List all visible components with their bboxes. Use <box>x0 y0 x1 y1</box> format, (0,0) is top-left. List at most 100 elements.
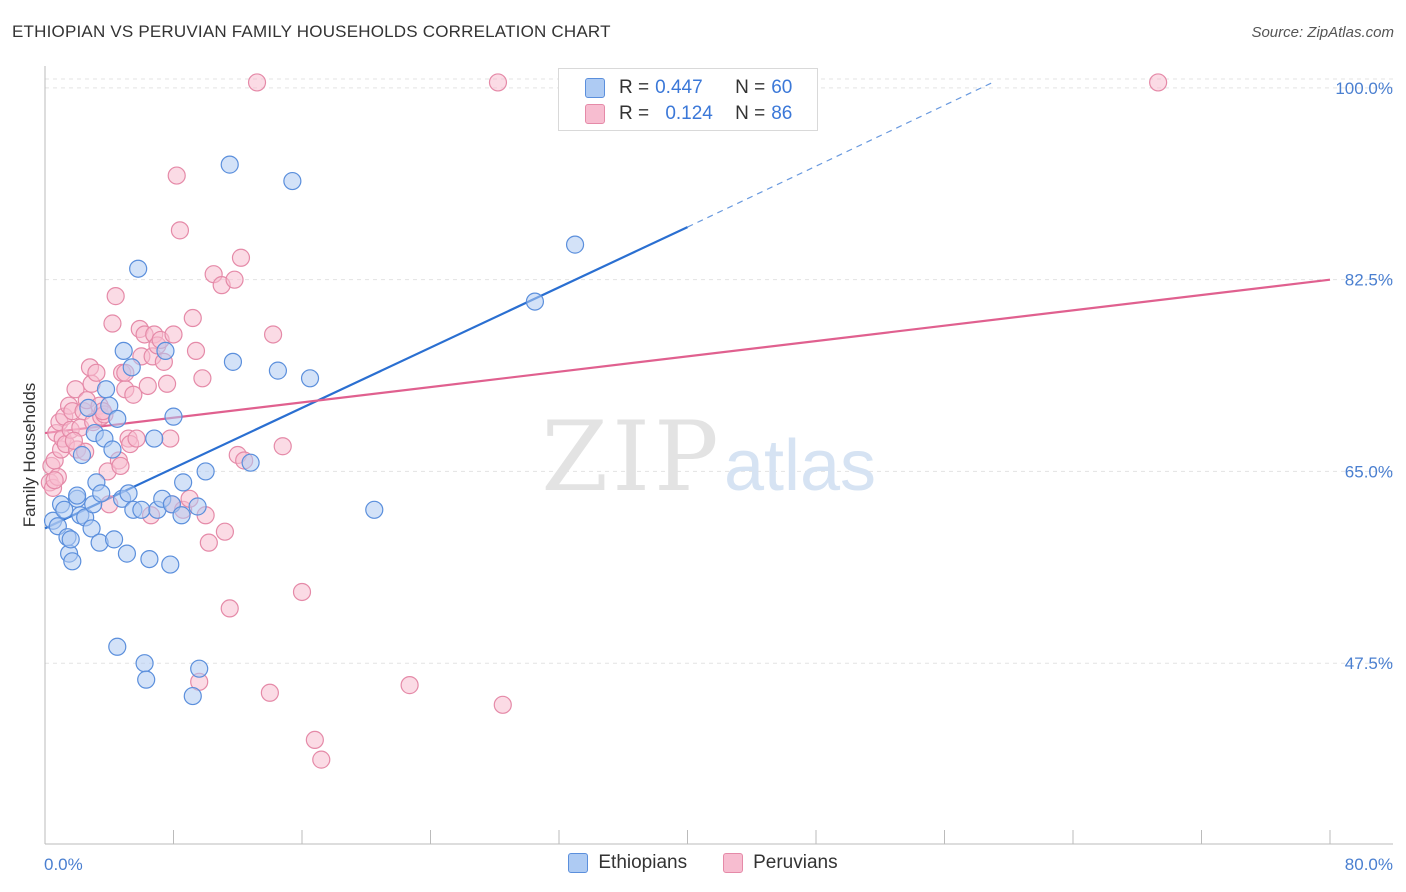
ethiopian-point <box>137 670 156 689</box>
r-label: R = <box>619 77 650 98</box>
ethiopian-point <box>114 341 133 361</box>
y-tick-label: 82.5% <box>1345 271 1393 290</box>
ethiopian-point <box>55 500 74 519</box>
ethiopian-point <box>103 440 122 459</box>
n-label: N = <box>735 77 766 98</box>
peruvian-point <box>138 376 157 396</box>
peruvian-point <box>312 750 331 769</box>
peruvian-point <box>400 676 419 695</box>
y-tick-label: 100.0% <box>1335 79 1393 98</box>
ethiopians-r-value: 0.447 <box>655 77 703 98</box>
ethiopian-point <box>172 506 191 525</box>
peruvian-point <box>186 341 206 361</box>
ethiopians-n-value: 60 <box>771 77 793 98</box>
peruvian-point <box>305 730 324 750</box>
ethiopian-point <box>100 396 119 415</box>
ethiopian-point <box>223 352 243 371</box>
ethiopians-legend-swatch <box>568 853 589 873</box>
axes <box>44 66 1393 845</box>
ethiopian-point <box>365 500 384 519</box>
ethiopian-point <box>145 429 164 448</box>
peruvians-n-value: 86 <box>771 103 793 124</box>
ethiopian-point <box>79 398 98 417</box>
ethiopian-point <box>92 484 111 503</box>
ethiopian-point <box>190 659 209 678</box>
ethiopian-point <box>300 369 320 388</box>
y-axis-label: Family Households <box>20 383 39 528</box>
peruvian-point <box>66 380 85 399</box>
peruvian-point <box>488 73 508 92</box>
ethiopian-point <box>268 361 288 380</box>
ethiopian-point <box>122 358 141 377</box>
ethiopian-point <box>174 473 193 492</box>
peruvian-point <box>157 374 177 393</box>
peruvian-point <box>292 582 312 602</box>
ethiopian-point <box>241 453 260 472</box>
legend-label-ethiopians: Ethiopians <box>598 852 688 873</box>
ethiopian-point <box>108 409 127 428</box>
peruvian-point <box>87 363 106 382</box>
peruvian-point <box>106 287 125 306</box>
ethiopian-point <box>161 555 180 574</box>
peruvian-point <box>220 599 239 618</box>
peruvian-point <box>45 471 64 490</box>
ethiopian-point <box>156 341 175 361</box>
peruvian-point <box>164 325 183 344</box>
ethiopian-point <box>188 497 207 516</box>
ethiopian-point <box>61 530 80 549</box>
grid-lines <box>45 78 1393 664</box>
y-tick-label: 65.0% <box>1345 462 1393 481</box>
peruvians-swatch <box>585 104 605 124</box>
peruvian-point <box>167 166 186 185</box>
peruvian-point <box>124 385 143 404</box>
peruvians-legend-swatch <box>723 853 744 873</box>
ethiopian-point <box>183 686 202 706</box>
peruvian-point <box>103 314 122 333</box>
peruvian-point <box>193 369 212 388</box>
ethiopians-trend-extension <box>687 81 993 228</box>
ethiopian-point <box>119 484 138 503</box>
watermark-atlas: atlas <box>724 426 876 506</box>
legend-item-peruvians[interactable]: Peruvians <box>723 852 838 874</box>
ethiopian-point <box>104 530 124 549</box>
ethiopian-point <box>525 292 545 311</box>
watermark: ZIP atlas <box>541 401 876 513</box>
peruvian-point <box>215 522 234 541</box>
watermark-zip: ZIP <box>541 401 722 513</box>
ethiopians-swatch <box>585 78 605 98</box>
x-tick-label: 80.0% <box>1345 855 1393 874</box>
ethiopian-point <box>68 486 87 505</box>
peruvian-point <box>111 456 130 476</box>
ethiopian-point <box>220 155 239 174</box>
peruvian-point <box>263 325 283 344</box>
ethiopian-point <box>108 637 127 656</box>
x-tick-label: 0.0% <box>44 855 83 874</box>
ethiopian-point <box>72 445 92 465</box>
peruvian-point <box>161 429 180 448</box>
peruvians-r-value: 0.124 <box>665 103 713 124</box>
ethiopian-point <box>135 654 154 673</box>
ethiopian-point <box>132 500 151 519</box>
ethiopian-point <box>82 519 101 538</box>
peruvian-point <box>247 73 267 92</box>
peruvian-point <box>225 270 244 289</box>
y-tick-label: 47.5% <box>1345 654 1393 673</box>
legend-label-peruvians: Peruvians <box>753 852 838 873</box>
peruvian-point <box>1149 73 1168 92</box>
peruvian-point <box>64 431 84 450</box>
ethiopians-trend-line <box>44 226 688 530</box>
ethiopian-point <box>140 549 159 569</box>
correlation-legend: R = 0.447 N = 60 R = 0.124 N = 86 <box>558 68 818 131</box>
ethiopian-point <box>96 380 116 399</box>
ethiopian-point <box>129 259 148 278</box>
legend-item-ethiopians[interactable]: Ethiopians <box>568 852 687 874</box>
ethiopian-point <box>117 544 137 563</box>
ethiopian-point <box>283 171 302 191</box>
ethiopian-point <box>565 235 585 254</box>
trend-lines <box>44 81 1331 530</box>
chart-title: ETHIOPIAN VS PERUVIAN FAMILY HOUSEHOLDS … <box>12 22 611 41</box>
peruvian-point <box>493 695 512 714</box>
data-points <box>40 73 1168 769</box>
ethiopian-point <box>164 407 183 426</box>
